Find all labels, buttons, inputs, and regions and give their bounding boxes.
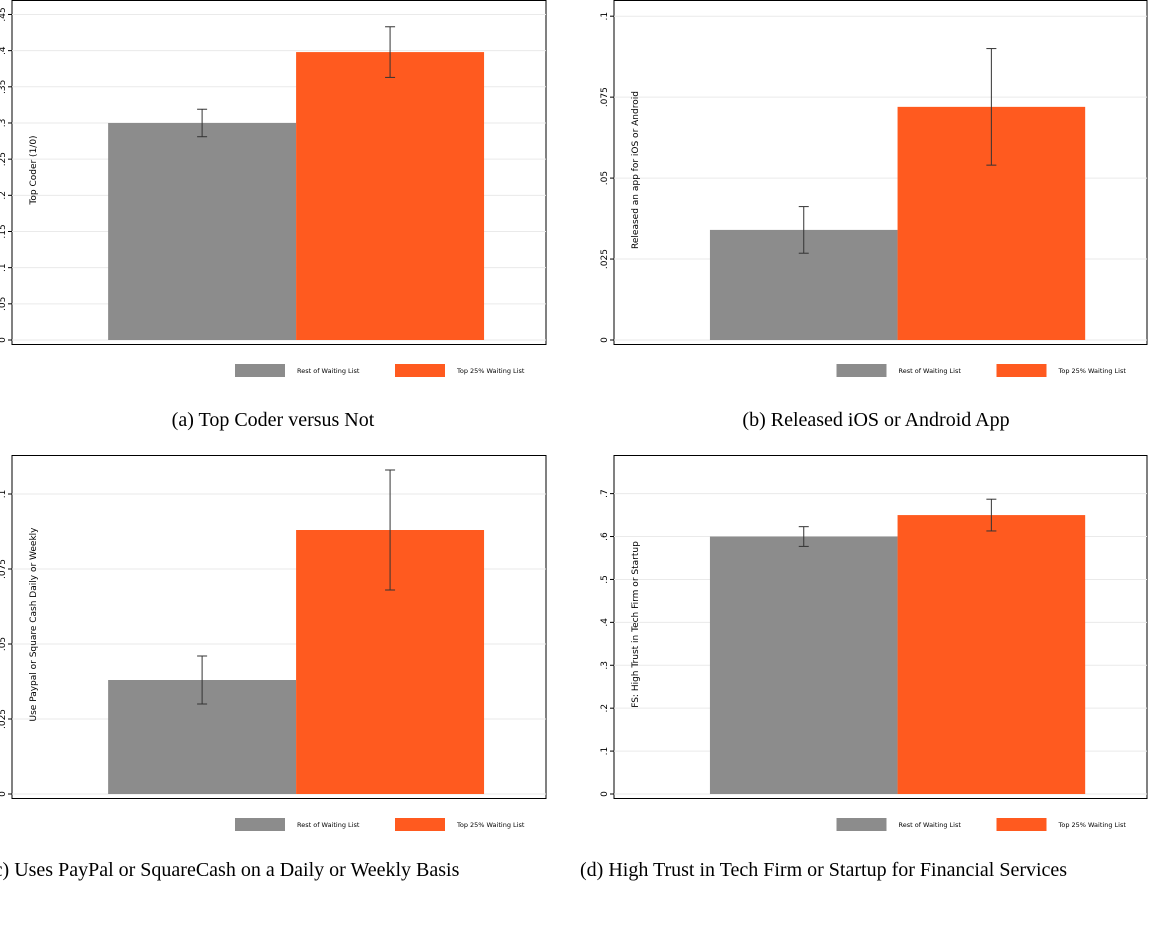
y-tick-label: 0 [600, 337, 610, 343]
y-tick-label: .4 [0, 46, 8, 55]
error-bar [986, 48, 997, 166]
y-tick-label: .1 [0, 263, 8, 272]
error-bar [385, 26, 396, 78]
y-tick-label: .1 [600, 747, 610, 756]
y-tick-label: .4 [600, 618, 610, 627]
y-tick-label: .25 [0, 152, 8, 166]
legend-swatch [235, 818, 285, 831]
plot-frame [11, 0, 547, 345]
error-bar [798, 206, 809, 254]
legend-label: Top 25% Waiting List [456, 821, 525, 829]
y-tick-label: .05 [0, 637, 8, 651]
legend-label: Rest of Waiting List [297, 821, 360, 829]
y-tick-label: .025 [600, 249, 610, 269]
bar [108, 122, 297, 340]
legend-label: Top 25% Waiting List [1058, 367, 1127, 375]
y-tick-label: .1 [0, 490, 8, 499]
caption: (d) High Trust in Tech Firm or Startup f… [580, 859, 1068, 881]
legend-swatch [996, 364, 1047, 377]
y-tick-label: .3 [0, 119, 8, 128]
y-tick-label: .2 [0, 191, 8, 200]
bar [709, 536, 898, 794]
y-axis-label: Top Coder (1/0) [29, 135, 39, 205]
caption: (c) Uses PayPal or SquareCash on a Daily… [0, 859, 460, 881]
y-tick-label: .025 [0, 709, 8, 729]
bar [897, 515, 1086, 794]
y-tick-label: .35 [0, 80, 8, 94]
plot-frame [613, 455, 1148, 799]
legend-label: Rest of Waiting List [297, 367, 360, 375]
y-tick-label: .45 [0, 7, 8, 21]
legend-label: Top 25% Waiting List [456, 367, 525, 375]
y-tick-label: .7 [600, 489, 610, 498]
legend-swatch [836, 818, 887, 831]
legend-label: Rest of Waiting List [899, 367, 962, 375]
y-tick-label: .6 [600, 532, 610, 541]
legend-swatch [395, 364, 445, 377]
y-axis-label: FS: High Trust in Tech Firm or Startup [631, 541, 641, 708]
y-tick-label: .5 [600, 575, 610, 584]
error-bar [798, 526, 809, 547]
bar [296, 52, 485, 340]
y-tick-label: 0 [600, 791, 610, 797]
y-axis-label: Released an app for iOS or Android [631, 91, 641, 249]
y-tick-label: 0 [0, 791, 8, 797]
y-axis-label: Use Paypal or Square Cash Daily or Weekl… [29, 527, 39, 722]
plot-frame [11, 455, 547, 799]
error-bar [197, 108, 208, 138]
y-tick-label: .075 [0, 559, 8, 579]
caption: (a) Top Coder versus Not [171, 409, 375, 431]
legend-swatch [395, 818, 445, 831]
legend-swatch [836, 364, 887, 377]
error-bar [385, 469, 396, 591]
legend-label: Top 25% Waiting List [1058, 821, 1127, 829]
error-bar [986, 498, 997, 532]
legend-swatch [235, 364, 285, 377]
y-tick-label: .05 [600, 171, 610, 185]
y-tick-label: .15 [0, 224, 8, 238]
y-tick-label: .075 [600, 87, 610, 107]
y-tick-label: 0 [0, 337, 8, 343]
plot-frame [613, 0, 1148, 345]
error-bar [197, 655, 208, 705]
y-tick-label: .3 [600, 661, 610, 670]
legend-label: Rest of Waiting List [899, 821, 962, 829]
y-tick-label: .05 [0, 297, 8, 311]
y-tick-label: .1 [600, 12, 610, 21]
y-tick-label: .2 [600, 704, 610, 713]
caption: (b) Released iOS or Android App [742, 409, 1010, 431]
legend-swatch [996, 818, 1047, 831]
